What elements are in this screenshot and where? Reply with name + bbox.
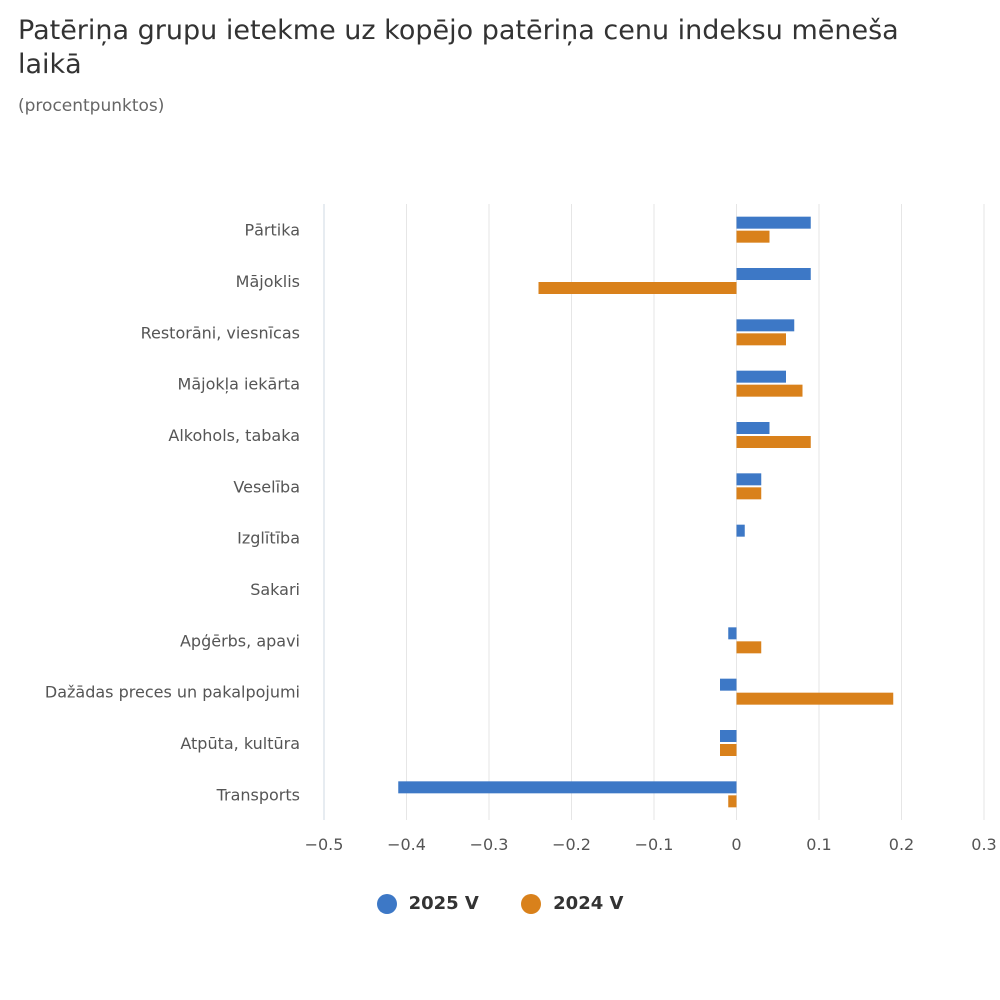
bar-series-2[interactable] — [736, 230, 770, 243]
legend-item-series-2[interactable]: 2024 V — [521, 893, 623, 914]
category-label: Atpūta, kultūra — [180, 734, 300, 753]
x-tick-label: −0.1 — [635, 835, 674, 854]
legend-label-series-2: 2024 V — [553, 893, 624, 914]
bar-series-1[interactable] — [720, 730, 737, 742]
category-label: Izglītība — [237, 529, 300, 548]
chart-title: Patēriņa grupu ietekme uz kopējo patēriņ… — [18, 15, 899, 80]
legend-marker-series-1 — [376, 893, 397, 914]
x-tick-label: 0.3 — [971, 835, 996, 854]
x-tick-label: −0.2 — [552, 835, 591, 854]
category-labels: Pārtika Mājoklis Restorāni, viesnīcas Mājok… — [45, 221, 300, 805]
x-tick-label: −0.5 — [305, 835, 344, 854]
legend: 2025 V 2024 V — [0, 893, 1000, 919]
bar-series-1[interactable] — [736, 422, 770, 434]
category-label: Mājoklis — [236, 272, 300, 291]
bar-series-2[interactable] — [736, 641, 762, 654]
category-label: Apģērbs, apavi — [180, 631, 300, 650]
category-label: Transports — [216, 785, 300, 804]
bar-series-1[interactable] — [736, 319, 795, 332]
bar-series-2[interactable] — [720, 744, 737, 756]
bar-series-2[interactable] — [736, 487, 762, 500]
x-tick-label: 0 — [731, 835, 741, 854]
legend-label-series-1: 2025 V — [408, 893, 479, 914]
category-label: Pārtika — [244, 221, 300, 240]
x-tick-label: 0.1 — [806, 835, 831, 854]
x-tick-labels: −0.5 −0.4 −0.3 −0.2 −0.1 0 0.1 0.2 0.3 — [305, 835, 997, 854]
bar-series-1[interactable] — [720, 678, 737, 691]
x-tick-label: −0.4 — [387, 835, 426, 854]
bar-series-2[interactable] — [736, 333, 787, 346]
grid-lines — [323, 204, 985, 820]
category-label: Veselība — [233, 477, 300, 496]
bar-series-1[interactable] — [736, 370, 787, 383]
bar-series-1[interactable] — [736, 473, 762, 486]
bar-series-2[interactable] — [736, 436, 811, 448]
chart-subtitle: (procentpunktos) — [18, 96, 165, 116]
bar-series-1[interactable] — [398, 781, 737, 794]
legend-item-series-1[interactable]: 2025 V — [376, 893, 479, 914]
bar-series-1[interactable] — [736, 216, 811, 229]
bar-series-1[interactable] — [736, 268, 811, 280]
bar-series-1[interactable] — [736, 524, 745, 537]
bar-series-2[interactable] — [736, 384, 803, 397]
category-label: Restorāni, viesnīcas — [141, 323, 300, 342]
x-tick-label: −0.3 — [470, 835, 509, 854]
category-label: Dažādas preces un pakalpojumi — [45, 683, 300, 702]
bars — [398, 216, 894, 808]
category-label: Alkohols, tabaka — [168, 426, 300, 445]
category-label: Mājokļa iekārta — [178, 375, 300, 394]
bar-series-2[interactable] — [736, 692, 894, 705]
category-label: Sakari — [250, 580, 300, 599]
bar-series-1[interactable] — [728, 627, 737, 640]
bar-series-2[interactable] — [538, 282, 737, 294]
legend-marker-series-2 — [521, 893, 542, 914]
x-tick-label: 0.2 — [889, 835, 914, 854]
bar-series-2[interactable] — [728, 795, 737, 808]
